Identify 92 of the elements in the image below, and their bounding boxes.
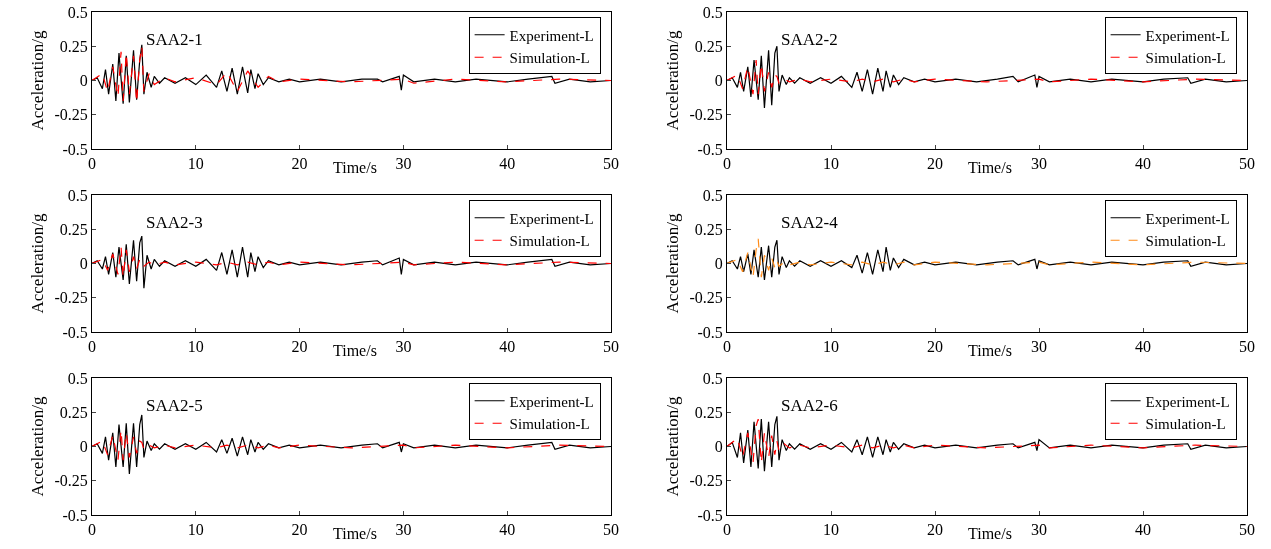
x-tick-label: 30 [395, 155, 412, 173]
y-axis-title: Acceleration/g [663, 212, 683, 314]
y-tick-label: -0.25 [54, 289, 88, 307]
x-tick-label: 30 [395, 338, 412, 356]
legend-label: Simulation-L [509, 233, 590, 250]
y-tick-label: 0 [79, 255, 88, 273]
x-tick-label: 20 [927, 338, 943, 356]
y-axis-title: Acceleration/g [28, 29, 48, 131]
y-tick-label: 0 [714, 72, 723, 90]
text: SAA2-1 [146, 30, 203, 49]
x-tick-label: 40 [499, 521, 516, 539]
y-tick-label: -0.5 [697, 323, 723, 341]
y-axis-title: Acceleration/g [663, 395, 683, 497]
text: SAA2-2 [781, 30, 838, 49]
x-tick-label: 10 [187, 338, 204, 356]
x-axis-title: Time/s [333, 342, 377, 359]
x-tick-label: 40 [499, 155, 516, 173]
y-tick-label: -0.5 [697, 140, 723, 158]
y-tick-label: -0.25 [54, 106, 88, 124]
y-tick-label: -0.25 [689, 472, 723, 490]
x-axis-title: Time/s [333, 525, 377, 542]
x-tick-label: 40 [1135, 338, 1151, 356]
x-tick-label: 40 [1135, 521, 1151, 539]
x-tick-label: 50 [603, 155, 619, 173]
legend-label: Experiment-L [509, 27, 594, 44]
x-tick-label: 10 [823, 521, 839, 539]
legend-label: Experiment-L [1145, 210, 1230, 227]
y-tick-label: 0 [79, 72, 88, 90]
y-tick-label: 0.5 [702, 186, 723, 204]
y-tick-label: 0.5 [67, 369, 88, 387]
y-tick-label: 0.25 [59, 220, 88, 238]
x-tick-label: 20 [927, 521, 943, 539]
legend-label: Experiment-L [1145, 393, 1230, 410]
y-tick-label: 0.5 [702, 3, 723, 21]
y-tick-label: 0 [79, 438, 88, 456]
legend-label: Experiment-L [509, 210, 594, 227]
text: SAA2-4 [781, 213, 839, 232]
legend-label: Simulation-L [1145, 50, 1226, 67]
text: SAA2-5 [146, 396, 203, 415]
x-tick-label: 30 [1031, 155, 1047, 173]
y-axis-title: Acceleration/g [28, 212, 48, 314]
x-tick-label: 40 [499, 338, 516, 356]
x-tick-label: 30 [1031, 521, 1047, 539]
x-tick-label: 10 [823, 338, 839, 356]
legend-label: Simulation-L [509, 50, 590, 67]
y-tick-label: 0.5 [67, 186, 88, 204]
x-axis-title: Time/s [333, 159, 377, 176]
legend-label: Experiment-L [1145, 27, 1230, 44]
line-series [727, 418, 1247, 464]
x-tick-label: 10 [187, 521, 204, 539]
y-tick-label: -0.25 [689, 106, 723, 124]
y-axis-title: Acceleration/g [28, 395, 48, 497]
y-tick-label: -0.5 [62, 506, 88, 524]
x-tick-label: 50 [603, 521, 619, 539]
x-axis-title: Time/s [968, 159, 1012, 176]
x-tick-label: 30 [395, 521, 412, 539]
x-tick-label: 50 [1239, 521, 1255, 539]
y-tick-label: 0.25 [694, 37, 723, 55]
legend-label: Simulation-L [509, 416, 590, 433]
x-tick-label: 20 [927, 155, 943, 173]
x-tick-label: 50 [1239, 338, 1255, 356]
y-tick-label: 0.25 [694, 220, 723, 238]
y-axis-title: Acceleration/g [663, 29, 683, 131]
text: SAA2-6 [781, 396, 838, 415]
y-tick-label: -0.5 [62, 323, 88, 341]
legend-label: Experiment-L [509, 393, 594, 410]
y-tick-label: 0 [714, 255, 723, 273]
y-tick-label: -0.25 [54, 472, 88, 490]
x-tick-label: 20 [291, 338, 308, 356]
legend-label: Simulation-L [1145, 233, 1226, 250]
x-tick-label: 20 [291, 155, 308, 173]
y-tick-label: -0.5 [62, 140, 88, 158]
y-tick-label: -0.5 [697, 506, 723, 524]
x-tick-label: 30 [1031, 338, 1047, 356]
x-axis-title: Time/s [968, 525, 1012, 542]
x-tick-label: 10 [187, 155, 204, 173]
x-tick-label: 40 [1135, 155, 1151, 173]
line-series [92, 246, 611, 278]
legend-label: Simulation-L [1145, 416, 1226, 433]
y-tick-label: 0.25 [694, 403, 723, 421]
x-tick-label: 20 [291, 521, 308, 539]
y-tick-label: 0.25 [59, 403, 88, 421]
x-axis-title: Time/s [968, 342, 1012, 359]
y-tick-label: 0.5 [702, 369, 723, 387]
y-tick-label: 0.25 [59, 37, 88, 55]
text: SAA2-3 [146, 213, 203, 232]
x-tick-label: 10 [823, 155, 839, 173]
y-tick-label: 0 [714, 438, 723, 456]
x-tick-label: 50 [603, 338, 619, 356]
y-tick-label: -0.25 [689, 289, 723, 307]
y-tick-label: 0.5 [67, 3, 88, 21]
x-tick-label: 50 [1239, 155, 1255, 173]
